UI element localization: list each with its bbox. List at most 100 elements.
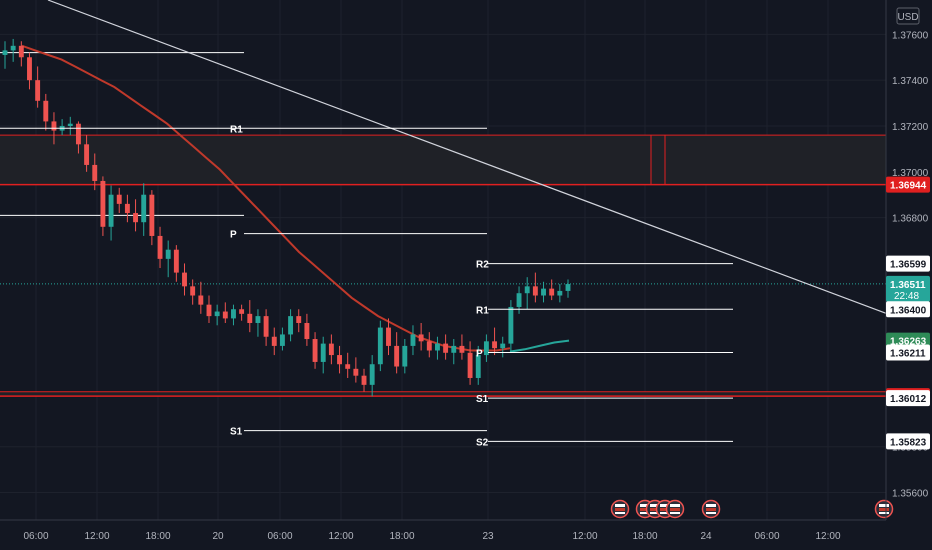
candle-body <box>500 343 506 349</box>
price-badge-bg <box>886 255 930 272</box>
support-zone <box>0 391 886 397</box>
candle-body <box>35 80 41 101</box>
event-flag-stripe <box>615 512 625 514</box>
price-badge: 1.36400 <box>886 301 930 318</box>
currency-label: USD <box>897 12 918 23</box>
event-flag-stripe <box>650 504 660 507</box>
price-badge-countdown: 22:48 <box>894 291 919 302</box>
price-tick-label: 1.36800 <box>892 214 929 225</box>
zones <box>0 134 886 397</box>
price-badge-bg <box>886 301 930 318</box>
time-tick-label: 06:00 <box>754 531 779 542</box>
candle-body <box>394 345 400 367</box>
candle-body <box>426 341 432 351</box>
event-flag-stripe <box>650 512 660 514</box>
candle-body <box>304 322 310 340</box>
event-flag-stripe <box>706 504 716 507</box>
currency-label-box[interactable]: USD <box>896 7 920 25</box>
price-badge-value: 1.36211 <box>890 349 926 360</box>
candle-body <box>92 164 98 181</box>
price-badge-value: 1.36263 <box>890 337 927 348</box>
price-badge-value: 1.36012 <box>890 394 927 405</box>
price-badge: 1.36012 <box>886 390 930 407</box>
candle-body <box>231 309 236 319</box>
candle-body <box>565 284 571 291</box>
time-axis[interactable]: 06:00 12:00 18:00 20 06:00 12:00 18:00 23 12:00 1… <box>23 531 840 542</box>
pivot-levels: R1 P S1 R2 R1 P S1 S2 <box>0 124 733 448</box>
candle-body <box>255 316 261 323</box>
candle-body <box>182 272 187 287</box>
candle-body <box>557 290 563 296</box>
price-badge-value: 1.36400 <box>890 305 927 316</box>
price-badge: 1.36599 <box>886 255 930 272</box>
candle-body <box>206 304 212 317</box>
candle-body <box>459 345 465 353</box>
candle-body <box>165 249 171 259</box>
time-tick-label: 18:00 <box>632 531 657 542</box>
pivot-label: P <box>230 230 237 241</box>
candle-body <box>173 249 179 273</box>
candle-body <box>214 311 220 317</box>
event-flag-stripe <box>660 512 670 514</box>
event-flag-stripe <box>615 508 625 511</box>
candle-body <box>435 343 440 351</box>
time-tick-label: 18:00 <box>145 531 170 542</box>
price-badge: 1.35823 <box>886 433 930 450</box>
candle-body <box>108 194 114 227</box>
candle-body <box>100 180 106 227</box>
candle-body <box>239 309 245 314</box>
time-tick-label: 12:00 <box>84 531 109 542</box>
candle-body <box>10 45 16 51</box>
candle-body <box>492 341 498 349</box>
event-flag-icon[interactable] <box>874 499 894 519</box>
event-flag-stripe <box>670 508 680 511</box>
candle-body <box>377 327 383 365</box>
candle-body <box>222 311 228 319</box>
candle-body <box>549 288 555 296</box>
candle-body <box>141 194 147 223</box>
pivot-label: S1 <box>230 427 243 438</box>
event-flag-icon[interactable] <box>665 499 685 519</box>
candle-body <box>312 339 318 362</box>
price-badge-bg <box>886 275 930 302</box>
candle-body <box>418 334 424 342</box>
pivot-label: R1 <box>230 124 243 135</box>
pivot-label: R1 <box>476 305 489 316</box>
candle-body <box>328 343 334 356</box>
economic-events[interactable] <box>610 499 894 519</box>
event-flag-icon[interactable] <box>701 499 721 519</box>
price-badge-value: 1.35823 <box>890 437 927 448</box>
price-axis[interactable]: 1.37600 1.37400 1.37200 1.37000 1.36800 1.358… <box>886 30 930 500</box>
price-badge: 1.36944 <box>886 176 930 193</box>
candle-body <box>386 327 391 346</box>
price-badge-value: 1.36511 <box>890 280 926 291</box>
price-tick-label: 1.37400 <box>892 76 929 87</box>
candle-body <box>157 235 163 259</box>
time-tick-label: 12:00 <box>815 531 840 542</box>
candle-body <box>516 293 522 307</box>
candle-body <box>263 316 269 337</box>
event-flag-icon[interactable] <box>610 499 630 519</box>
candle-body <box>524 286 530 294</box>
price-badge-bg <box>886 390 930 407</box>
event-flag-stripe <box>640 504 650 507</box>
candle-body <box>467 352 473 378</box>
price-tick-label: 1.37200 <box>892 122 929 133</box>
candle-body <box>369 364 375 385</box>
time-tick-label: 24 <box>700 531 712 542</box>
ema-line <box>509 339 570 353</box>
candle-body <box>483 341 489 356</box>
event-flag-stripe <box>660 508 670 511</box>
candle-body <box>2 50 8 55</box>
event-flag-stripe <box>640 512 650 514</box>
candle-body <box>296 316 302 323</box>
time-tick-label: 12:00 <box>328 531 353 542</box>
candle-body <box>84 144 90 165</box>
candle-body <box>353 368 359 376</box>
candle-body <box>116 194 122 204</box>
candle-body <box>43 100 49 122</box>
candle-body <box>18 45 24 58</box>
